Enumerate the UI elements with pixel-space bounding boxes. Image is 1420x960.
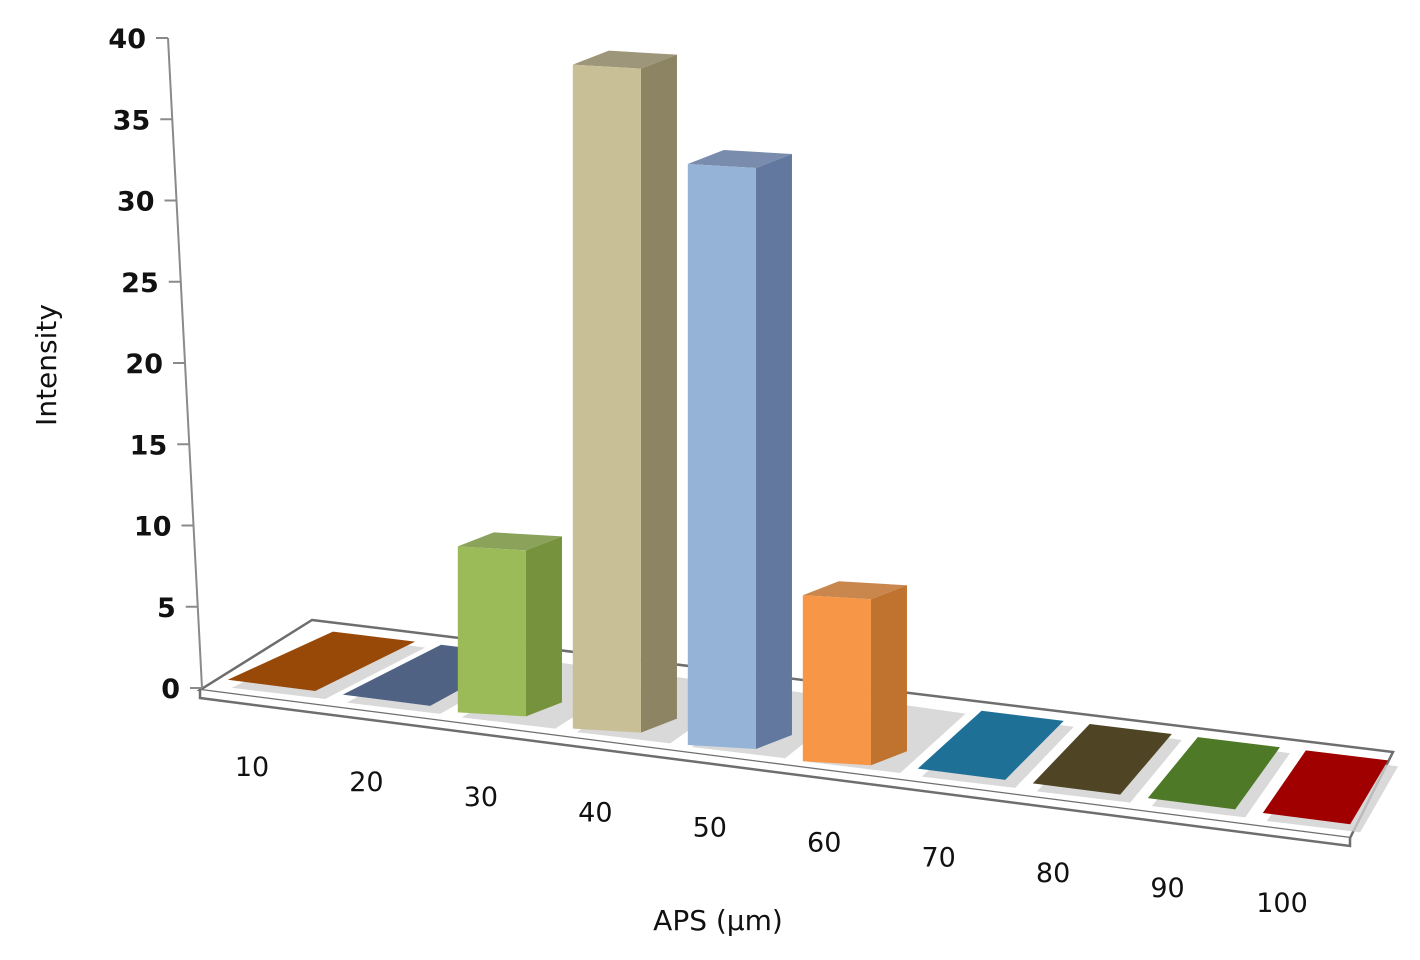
bar-60 [802, 581, 966, 774]
x-tick-label: 10 [235, 752, 269, 783]
y-axis-title: Intensity [30, 304, 63, 426]
x-tick-label: 90 [1150, 873, 1184, 904]
x-tick-label: 70 [921, 843, 955, 874]
y-tick-label: 20 [125, 349, 163, 380]
x-tick-label: 30 [464, 782, 498, 813]
y-axis: 0 5 10 15 20 25 30 35 40 [108, 24, 203, 705]
y-tick-label: 40 [108, 24, 146, 55]
x-tick-label: 50 [693, 812, 727, 843]
floor-lip [198, 690, 1352, 848]
x-tick-label: 20 [349, 767, 383, 798]
bar-30 [457, 532, 642, 729]
x-tick-label: 40 [578, 797, 612, 828]
x-tick-label: 80 [1036, 858, 1070, 889]
y-tick-label: 15 [130, 430, 168, 461]
bar-90 [1147, 737, 1290, 818]
bar-100 [1262, 750, 1399, 833]
y-tick-label: 0 [161, 674, 180, 705]
x-tick-label: 60 [807, 828, 841, 859]
x-axis-title: APS (µm) [653, 904, 783, 937]
bars [227, 50, 1399, 833]
bar-10 [227, 631, 426, 700]
bar-70 [917, 710, 1074, 788]
x-tick-label: 100 [1256, 888, 1308, 919]
y-tick-label: 10 [134, 512, 172, 543]
x-axis-labels: 10 20 30 40 50 60 70 80 90 100 [235, 752, 1308, 919]
y-tick-label: 5 [157, 593, 176, 624]
y-tick-label: 25 [121, 268, 159, 299]
y-tick-label: 35 [113, 105, 151, 136]
bar-80 [1032, 723, 1182, 803]
y-tick-label: 30 [117, 187, 155, 218]
